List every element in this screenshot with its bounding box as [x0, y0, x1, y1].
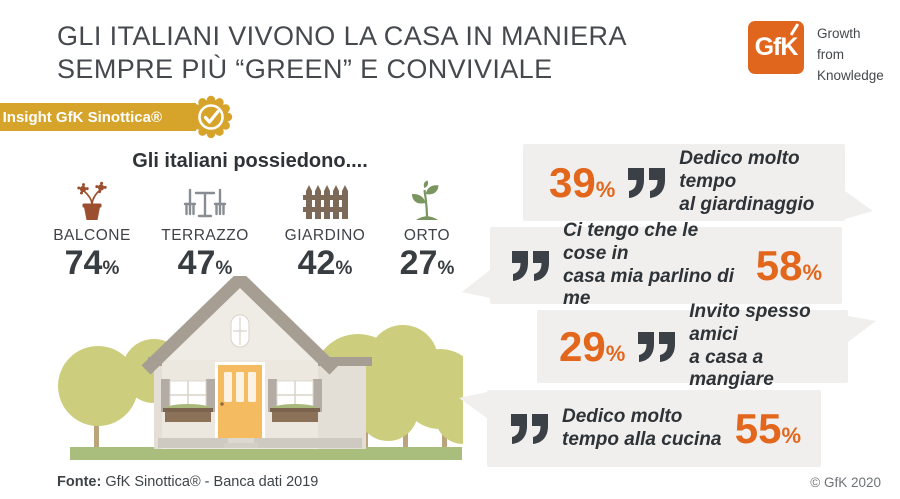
quote-bubble-cose-in-casa: Ci tengo che le cose in casa mia parlino… [462, 220, 842, 309]
gfk-logo-icon: GfK [748, 21, 804, 74]
quote-percent: 55% [734, 404, 801, 452]
sprout-icon [407, 180, 447, 222]
possession-orto: ORTO 27% [386, 180, 468, 282]
possessions-heading: Gli italiani possiedono.... [132, 150, 368, 172]
quote-text: Dedico molto tempo al giardinaggio [679, 148, 815, 215]
copyright: © GfK 2020 [810, 475, 881, 490]
title-line-1: GLI ITALIANI VIVONO LA CASA IN MANIERA [57, 21, 627, 51]
possession-percent: 47% [177, 244, 233, 282]
possession-label: TERRAZZO [161, 227, 249, 244]
bubble-tail [459, 392, 487, 418]
quote-bubble-giardinaggio: 39% Dedico molto tempo al giardinaggio [523, 144, 873, 221]
bubble-tail [845, 191, 873, 219]
fence-icon [302, 180, 348, 222]
quote-marks-icon [628, 167, 666, 198]
quote-bubble-amici: 29% Invito spesso amici a casa a mangiar… [537, 301, 876, 390]
gfk-logo: GfK Growth from Knowledge [748, 21, 884, 87]
source-text: GfK Sinottica® - Banca dati 2019 [101, 474, 319, 490]
possession-terrazzo: TERRAZZO 47% [146, 180, 264, 282]
quote-text: Dedico molto tempo alla cucina [562, 405, 722, 450]
bubble-tail [462, 270, 490, 298]
quote-percent: 29% [559, 322, 626, 370]
possession-label: ORTO [403, 227, 451, 244]
possession-percent: 27% [399, 244, 455, 282]
quote-text: Invito spesso amici a casa a mangiare [689, 300, 811, 391]
source-note: Fonte: GfK Sinottica® - Banca dati 2019 [57, 474, 318, 490]
quote-bubble-cucina: Dedico molto tempo alla cucina 55% [459, 390, 821, 467]
insight-badge: Insight GfK Sinottica® [0, 103, 196, 131]
title-line-2: SEMPRE PIÙ “GREEN” E CONVIVIALE [57, 54, 553, 84]
grass [70, 447, 462, 460]
patio-table-icon [182, 180, 228, 222]
quote-marks-icon [511, 413, 548, 444]
gfk-tagline: Growth from Knowledge [817, 26, 884, 83]
page-title: GLI ITALIANI VIVONO LA CASA IN MANIERA S… [57, 20, 627, 86]
possession-percent: 42% [297, 244, 353, 282]
quote-percent: 58% [755, 241, 822, 289]
possessions-row: BALCONE 74% TERRAZZO 47% [38, 180, 468, 282]
quote-marks-icon [512, 250, 549, 281]
quote-percent: 39% [549, 158, 616, 206]
house-illustration [58, 276, 463, 460]
possession-balcone: BALCONE 74% [38, 180, 146, 282]
possession-label: BALCONE [53, 227, 131, 244]
gfk-logo-text: GfK [754, 33, 799, 61]
flower-pot-icon [72, 180, 112, 222]
bubble-tail [848, 316, 876, 342]
insight-badge-label: Insight GfK Sinottica® [2, 108, 162, 126]
possession-giardino: GIARDINO 42% [264, 180, 386, 282]
possession-label: GIARDINO [284, 227, 366, 244]
quote-marks-icon [638, 331, 676, 362]
house-body [141, 276, 372, 449]
possession-percent: 74% [64, 244, 120, 282]
quote-text: Ci tengo che le cose in casa mia parlino… [563, 219, 735, 310]
seal-check-icon [189, 95, 233, 139]
source-label: Fonte: [57, 474, 102, 490]
